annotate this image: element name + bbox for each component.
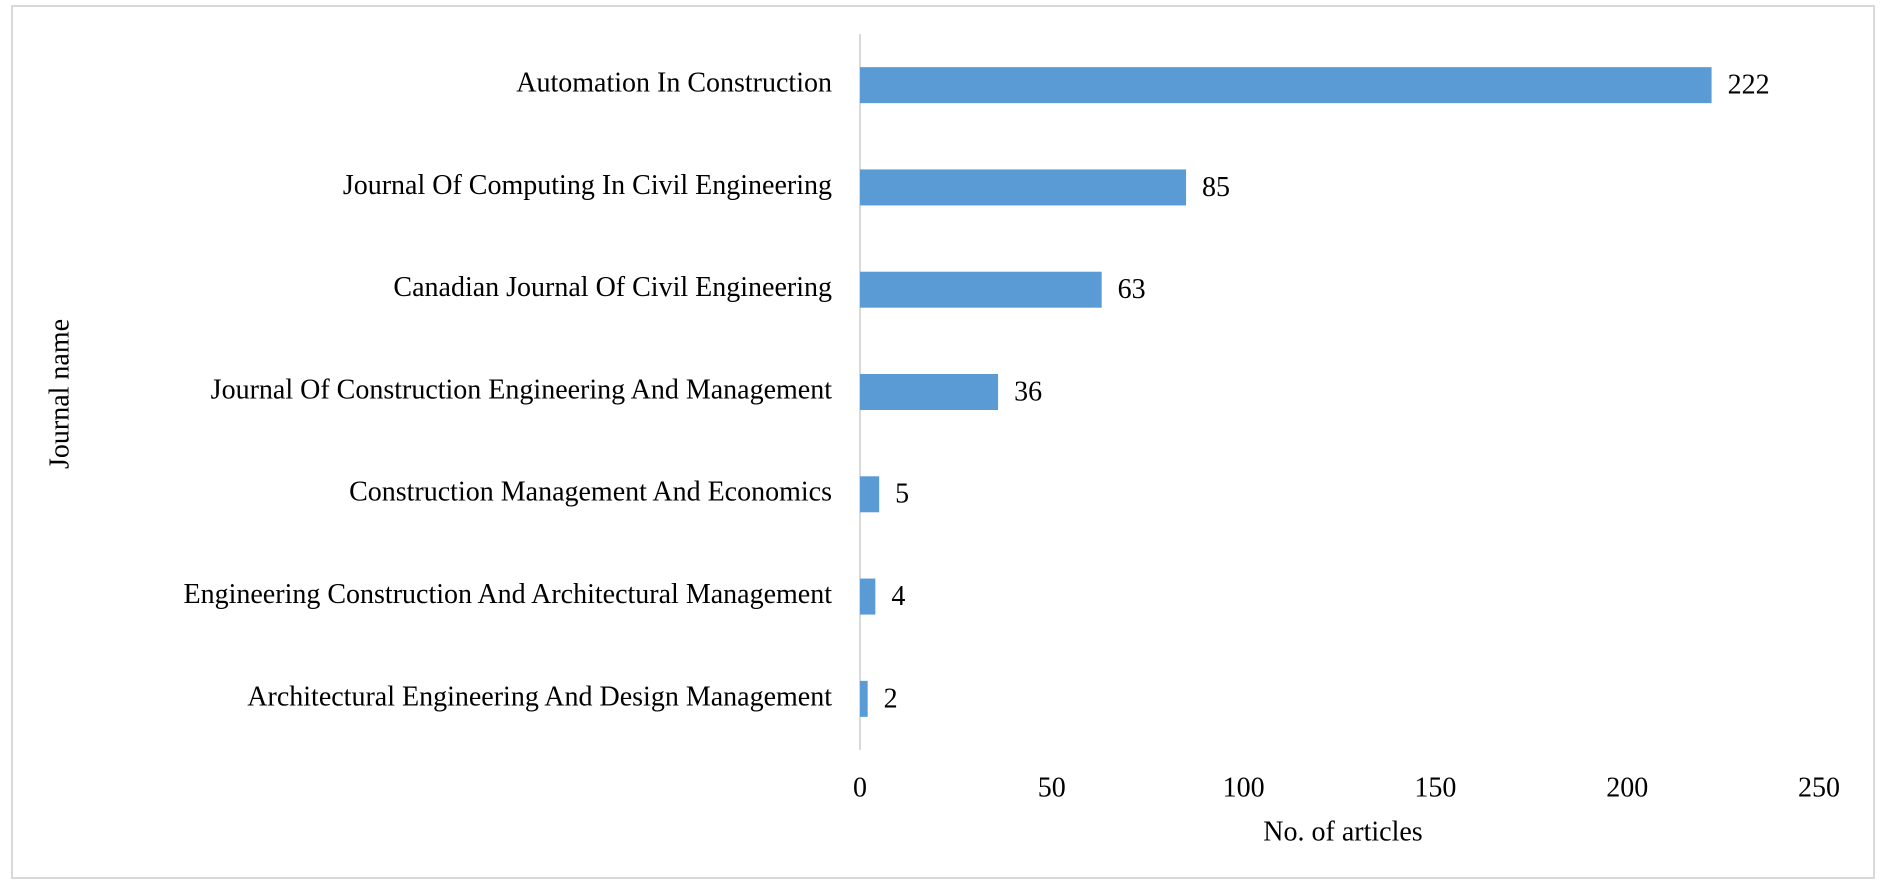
- value-label: 2: [884, 683, 898, 714]
- x-tick-label: 50: [1038, 772, 1066, 803]
- value-label: 85: [1202, 172, 1230, 203]
- x-tick-label: 0: [853, 772, 867, 803]
- bar: [860, 476, 880, 513]
- value-label: 36: [1014, 376, 1042, 407]
- bar: [860, 374, 999, 410]
- y-tick-label: Journal Of Construction Engineering And …: [211, 374, 833, 405]
- value-label: 4: [891, 581, 905, 612]
- x-axis-title: No. of articles: [1263, 816, 1422, 847]
- y-tick-label: Engineering Construction And Architectur…: [184, 579, 833, 610]
- chart-frame: [11, 5, 1875, 879]
- bar: [860, 271, 1102, 308]
- bar: [860, 680, 868, 717]
- value-label: 63: [1118, 274, 1146, 305]
- y-tick-label: Construction Management And Economics: [349, 477, 832, 508]
- y-tick-label: Automation In Construction: [516, 68, 832, 99]
- y-axis-title: Journal name: [44, 319, 75, 469]
- x-tick-label: 100: [1223, 772, 1265, 803]
- value-label: 222: [1728, 70, 1770, 101]
- x-tick-label: 200: [1606, 772, 1648, 803]
- bar: [860, 169, 1187, 206]
- y-tick-label: Canadian Journal Of Civil Engineering: [393, 272, 832, 303]
- bar: [860, 578, 876, 615]
- x-tick-label: 150: [1414, 772, 1456, 803]
- y-tick-label: Architectural Engineering And Design Man…: [247, 681, 832, 712]
- y-tick-label: Journal Of Computing In Civil Engineerin…: [343, 170, 832, 201]
- bar: [860, 67, 1712, 104]
- x-tick-label: 250: [1798, 772, 1840, 803]
- value-label: 5: [895, 479, 909, 510]
